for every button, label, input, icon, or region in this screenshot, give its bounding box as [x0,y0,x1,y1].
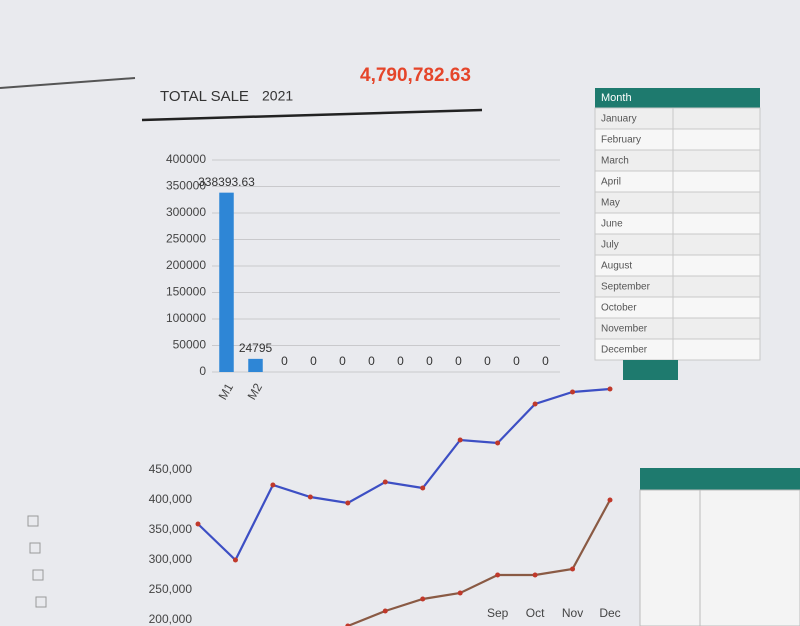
value-label: 0 [281,354,288,368]
line-series [197,387,611,562]
value-label: 0 [310,354,317,368]
point [457,590,463,596]
table-row [594,233,761,256]
value-label: 0 [397,354,404,368]
y-tick-label: 100000 [166,311,206,325]
point [232,557,238,563]
y-tick-label: 300000 [166,205,206,219]
line-series [347,499,611,626]
table-header-bg [595,88,760,108]
table-cell: January [601,114,637,125]
y-tick-label: 150000 [166,285,206,299]
point [532,572,538,578]
point [570,566,576,572]
table-total-row [623,360,678,380]
value-label: 24795 [239,341,273,355]
table: Month January February March April May June Jul… [594,88,761,380]
point [382,608,388,614]
table-cell: March [601,156,629,167]
point [607,386,613,392]
y-tick-label: 400,000 [149,492,193,506]
legend-boxes [27,515,47,608]
table-header: Month [601,92,632,104]
point [382,479,388,485]
y-tick-label: 300,000 [149,552,193,566]
table-cell: February [601,135,641,146]
y-tick-label: 350,000 [149,522,193,536]
point [270,482,276,488]
y-tick-label: 200,000 [149,612,193,626]
value-label: 0 [339,354,346,368]
point [195,521,201,527]
point [495,572,501,578]
point [345,623,351,626]
bar [248,358,263,372]
total-value: 4,790,782.63 [360,65,471,86]
table-cell: August [601,261,632,272]
value-label: 0 [484,354,491,368]
x-tick-label: Sep [487,606,509,620]
bar [219,192,234,372]
value-label: 338393.63 [198,175,255,189]
x-tick-label: Oct [526,606,545,620]
point [495,440,501,446]
y-tick-label: 450,000 [149,462,193,476]
total-label: TOTAL SALE [160,88,249,105]
value-label: 0 [368,354,375,368]
total-year: 2021 [262,88,293,104]
table-cell: October [601,303,637,314]
value-label: 0 [542,354,549,368]
value-label: 0 [426,354,433,368]
table-2 [639,468,800,626]
y-tick-label: 50000 [173,338,207,352]
table-cell: April [601,177,621,188]
table-cell: November [601,324,648,335]
y-tick-label: 350000 [166,179,206,193]
point [457,437,463,443]
table-cell: December [601,345,648,356]
x-tick-label: M2 [245,381,266,403]
y-tick-label: 250000 [166,232,206,246]
point [420,485,426,491]
point [307,494,313,500]
rule [0,77,136,89]
table-cell: September [601,282,651,293]
y-tick-label: 250,000 [149,582,193,596]
underline [141,108,483,122]
y-tick-label: 200000 [166,258,206,272]
table-cell: July [601,240,619,251]
value-label: 0 [455,354,462,368]
x-tick-label: Dec [599,606,620,620]
point [345,500,351,506]
y-tick-label: 0 [199,364,206,378]
table-cell: June [601,219,623,230]
point [570,389,576,395]
x-tick-label: Nov [562,606,583,620]
x-tick-label: M1 [216,381,237,403]
point [532,401,538,407]
point [607,497,613,503]
point [420,596,426,602]
y-tick-label: 400000 [166,152,206,166]
value-label: 0 [513,354,520,368]
table-cell: May [601,198,620,209]
